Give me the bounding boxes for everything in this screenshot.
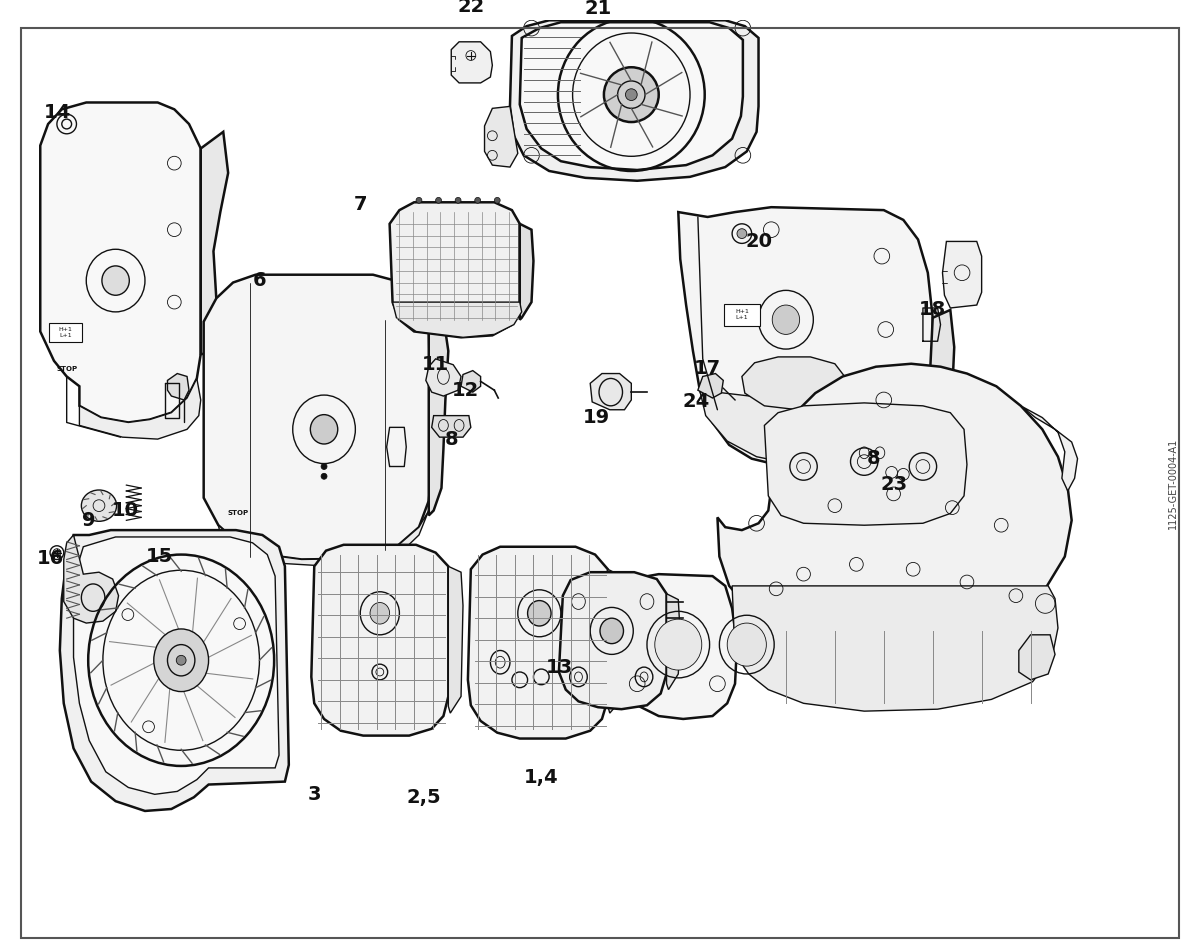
Text: 17: 17: [694, 359, 721, 378]
Polygon shape: [451, 42, 492, 83]
Polygon shape: [485, 106, 518, 167]
Text: 8: 8: [868, 449, 881, 468]
Polygon shape: [742, 357, 845, 410]
Text: 1,4: 1,4: [524, 768, 558, 787]
Polygon shape: [168, 374, 190, 400]
Text: 2,5: 2,5: [407, 788, 442, 807]
Polygon shape: [608, 569, 624, 713]
Polygon shape: [461, 371, 481, 393]
Text: STOP: STOP: [56, 366, 77, 372]
Text: 1125-GET-0004-A1: 1125-GET-0004-A1: [1168, 437, 1177, 529]
Ellipse shape: [494, 198, 500, 203]
Text: 6: 6: [253, 272, 266, 290]
Polygon shape: [520, 23, 743, 170]
Polygon shape: [764, 403, 967, 525]
Ellipse shape: [625, 89, 637, 100]
Text: H+1
L+1: H+1 L+1: [734, 309, 749, 321]
Polygon shape: [60, 530, 289, 811]
Text: 3: 3: [307, 785, 322, 804]
Polygon shape: [432, 415, 470, 437]
Polygon shape: [311, 545, 449, 736]
Ellipse shape: [604, 67, 659, 122]
Text: 8: 8: [444, 429, 458, 448]
Polygon shape: [559, 572, 666, 710]
Ellipse shape: [53, 549, 61, 556]
Polygon shape: [1019, 635, 1055, 680]
Text: 9: 9: [83, 511, 96, 530]
Text: 20: 20: [745, 232, 772, 251]
Polygon shape: [872, 459, 913, 488]
Polygon shape: [449, 567, 463, 713]
Ellipse shape: [416, 198, 422, 203]
Ellipse shape: [82, 490, 116, 521]
Text: 19: 19: [582, 408, 610, 427]
Text: 18: 18: [919, 301, 947, 320]
Ellipse shape: [154, 629, 209, 692]
Polygon shape: [426, 359, 461, 396]
Polygon shape: [428, 318, 449, 516]
FancyBboxPatch shape: [725, 304, 761, 325]
Ellipse shape: [773, 305, 799, 334]
Polygon shape: [390, 202, 520, 338]
Text: 10: 10: [112, 501, 139, 520]
Polygon shape: [666, 594, 680, 690]
Ellipse shape: [475, 198, 481, 203]
Ellipse shape: [455, 198, 461, 203]
Polygon shape: [64, 535, 119, 623]
Polygon shape: [942, 241, 982, 308]
Polygon shape: [392, 302, 522, 338]
Polygon shape: [468, 547, 608, 739]
Text: 14: 14: [44, 103, 72, 122]
Polygon shape: [200, 131, 228, 354]
Polygon shape: [732, 586, 1058, 711]
Polygon shape: [1021, 406, 1078, 491]
Ellipse shape: [737, 229, 746, 238]
Polygon shape: [510, 20, 758, 181]
Text: 22: 22: [457, 0, 485, 16]
Polygon shape: [590, 374, 631, 410]
Polygon shape: [622, 574, 737, 719]
Polygon shape: [718, 364, 1072, 638]
Polygon shape: [700, 390, 932, 466]
Ellipse shape: [322, 464, 326, 469]
Polygon shape: [41, 102, 200, 423]
Polygon shape: [204, 274, 432, 559]
Ellipse shape: [600, 618, 624, 643]
Text: 21: 21: [584, 0, 612, 18]
Ellipse shape: [370, 603, 390, 624]
Polygon shape: [698, 374, 724, 398]
Text: 23: 23: [880, 475, 907, 494]
Text: 11: 11: [422, 356, 449, 375]
Ellipse shape: [322, 473, 326, 480]
Polygon shape: [218, 511, 428, 567]
Text: 24: 24: [683, 393, 709, 412]
Text: 15: 15: [146, 547, 173, 566]
Ellipse shape: [528, 601, 551, 626]
Polygon shape: [520, 224, 534, 320]
Polygon shape: [79, 378, 200, 439]
Text: 7: 7: [354, 195, 367, 214]
Ellipse shape: [102, 266, 130, 295]
Text: 12: 12: [451, 380, 479, 399]
Ellipse shape: [727, 623, 767, 666]
Ellipse shape: [311, 414, 337, 444]
Ellipse shape: [655, 620, 702, 670]
Ellipse shape: [436, 198, 442, 203]
Polygon shape: [73, 537, 280, 795]
Ellipse shape: [176, 656, 186, 665]
Text: 13: 13: [545, 657, 572, 676]
Text: STOP: STOP: [227, 511, 248, 517]
Polygon shape: [852, 443, 892, 464]
FancyBboxPatch shape: [49, 323, 83, 342]
Polygon shape: [926, 310, 954, 445]
Text: 16: 16: [36, 549, 64, 568]
Text: H+1
L+1: H+1 L+1: [59, 327, 73, 338]
Polygon shape: [678, 207, 932, 468]
